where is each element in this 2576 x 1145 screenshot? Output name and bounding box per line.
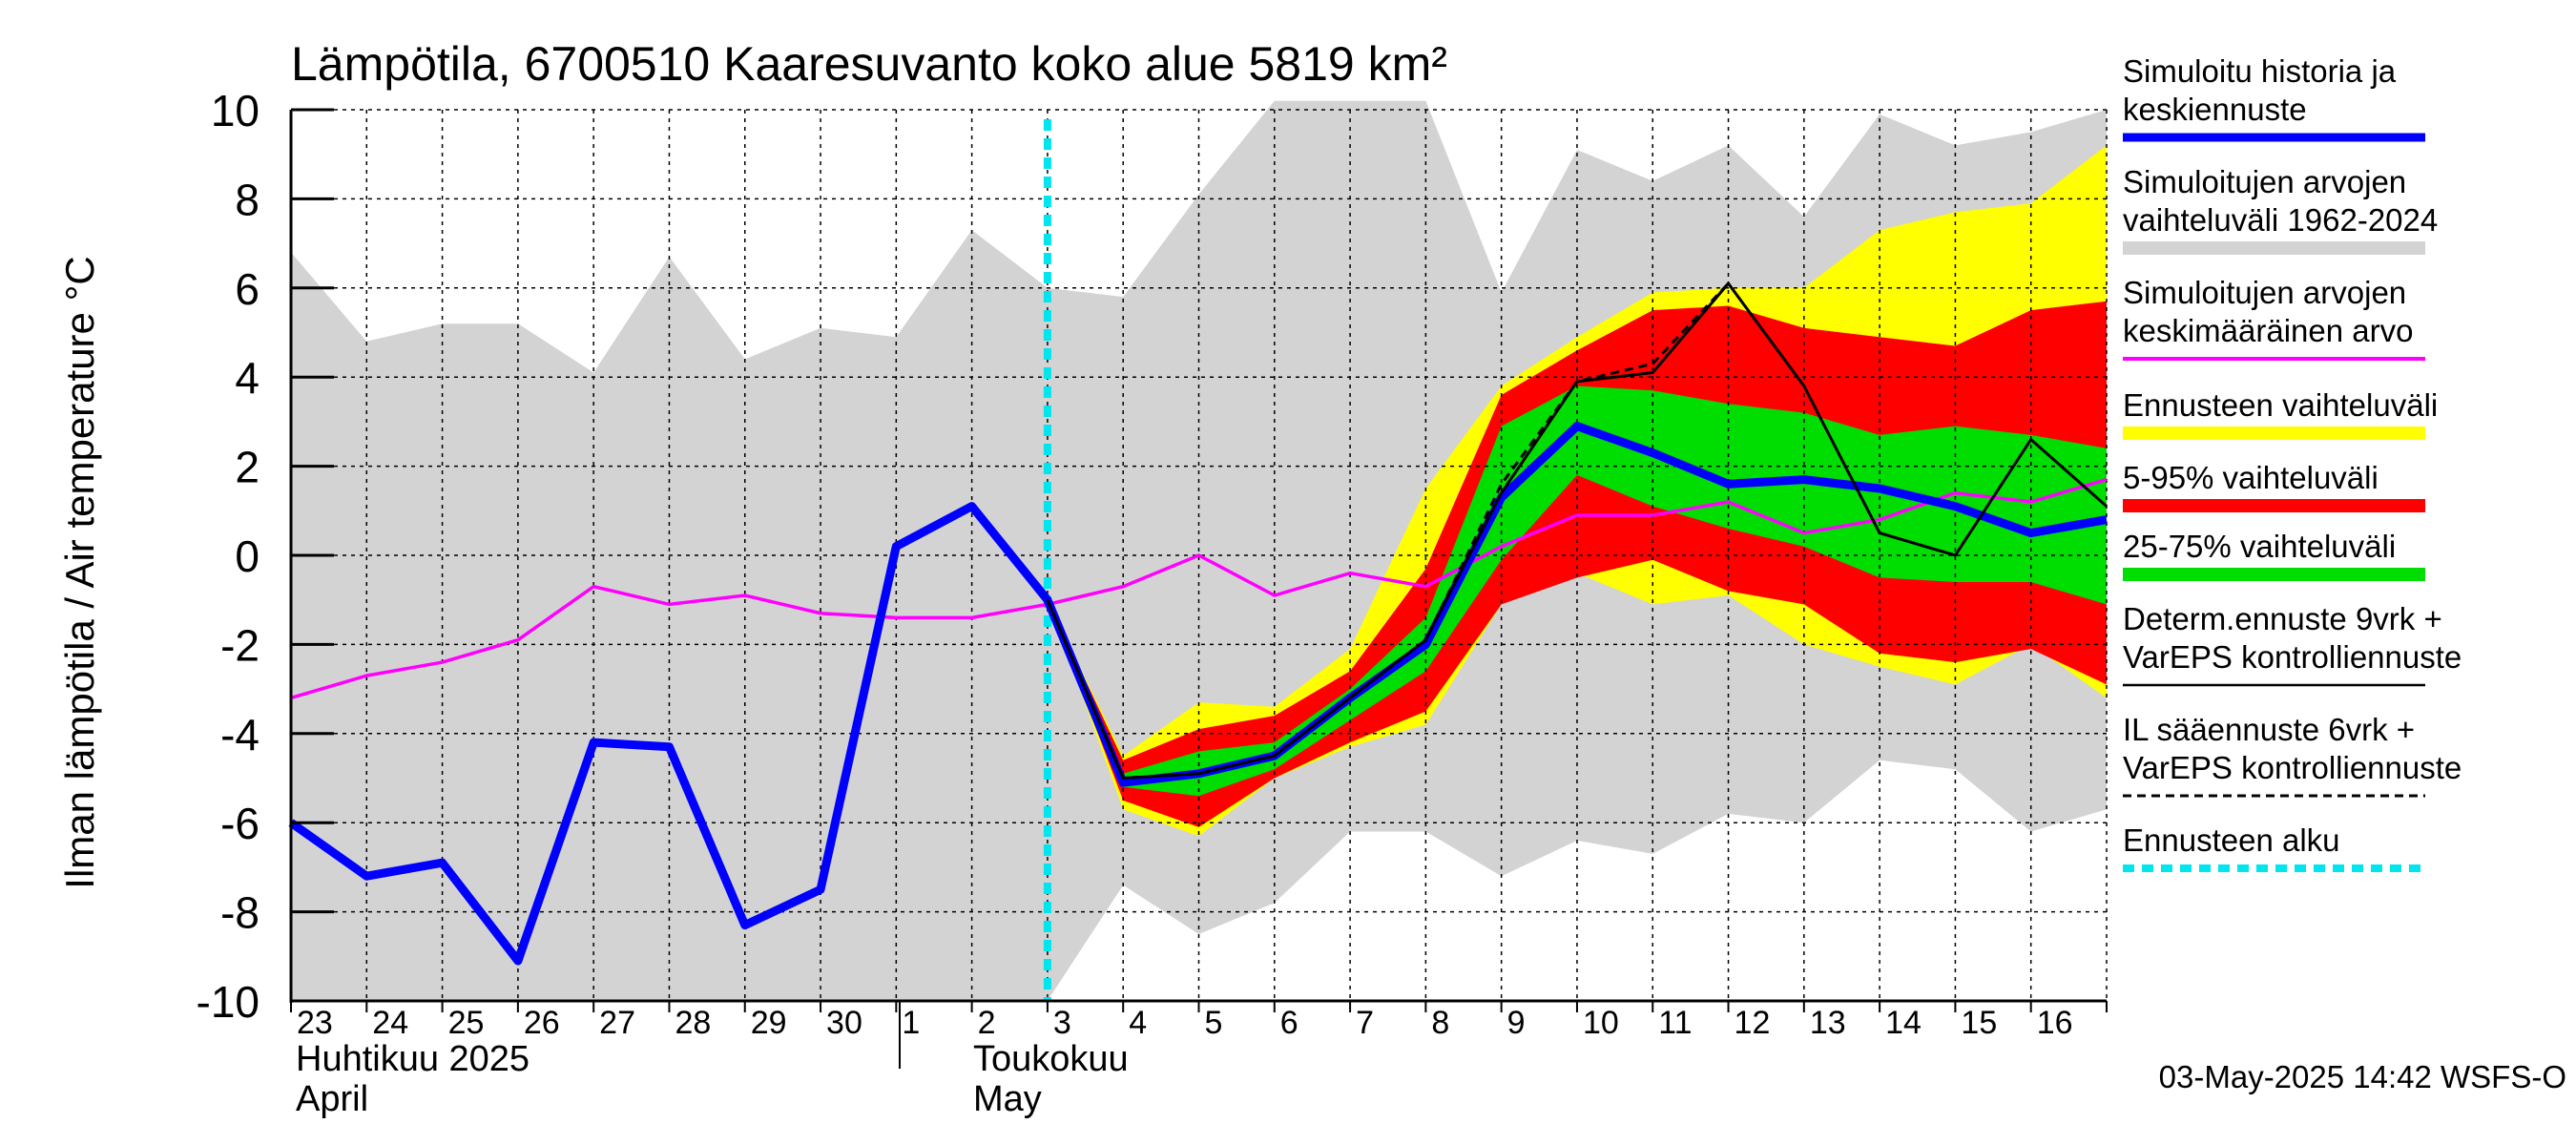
x-tick-label: 16: [2037, 1005, 2073, 1041]
legend-label: Determ.ennuste 9vrk +: [2123, 601, 2442, 636]
legend-item-p25_75: 25-75% vaihteluväli: [2123, 529, 2425, 581]
legend-label: VarEPS kontrolliennuste: [2123, 750, 2462, 785]
y-tick-label: -8: [220, 888, 260, 938]
legend-label: keskiennuste: [2123, 92, 2307, 127]
x-tick-label: 1: [902, 1005, 920, 1041]
x-tick-label: 2: [978, 1005, 996, 1041]
y-tick-label: 4: [235, 353, 260, 403]
plot-area: [288, 100, 2108, 1069]
y-tick-label: -2: [220, 620, 260, 670]
legend-label: Simuloitujen arvojen: [2123, 275, 2406, 310]
x-tick-label: 14: [1885, 1005, 1922, 1041]
y-tick-label: 6: [235, 264, 260, 314]
x-tick-label: 15: [1961, 1005, 1997, 1041]
y-tick-labels: 10 8 6 4 2 0 -2 -4 -6 -8 -10: [197, 86, 260, 1027]
month-label-april-fi: Huhtikuu 2025: [296, 1039, 530, 1079]
month-label-may-en: May: [973, 1079, 1042, 1119]
legend-label: VarEPS kontrolliennuste: [2123, 639, 2462, 675]
y-tick-label: 0: [235, 531, 260, 581]
y-tick-label: -10: [197, 977, 260, 1027]
p25-75-band: [1047, 385, 2107, 797]
footer-timestamp: 03-May-2025 14:42 WSFS-O: [2159, 1059, 2566, 1094]
x-tick-label: 11: [1658, 1005, 1692, 1041]
mean-line: [290, 477, 2108, 700]
y-tick-label: 8: [235, 175, 260, 224]
legend-label: keskimääräinen arvo: [2123, 313, 2413, 348]
y-tick-label: -4: [220, 710, 260, 760]
x-tick-label: 4: [1129, 1005, 1147, 1041]
axes: [289, 108, 2108, 1069]
x-tick-label: 23: [297, 1005, 333, 1041]
legend-label: IL sääennuste 6vrk +: [2123, 712, 2415, 747]
x-tick-label: 7: [1356, 1005, 1374, 1041]
x-tick-labels: 23 24 25 26 27 28 29 30 1 2 3 4 5 6 7 8 9 10 11 12 13 14 15 16: [297, 1005, 2073, 1041]
x-tick-label: 3: [1053, 1005, 1071, 1041]
legend-label: Simuloitujen arvojen: [2123, 164, 2406, 199]
x-tick-label: 27: [599, 1005, 635, 1041]
month-labels: Huhtikuu 2025 April Toukokuu May: [296, 1039, 1129, 1119]
legend: Simuloitu historia jakeskiennusteSimuloi…: [2123, 53, 2462, 872]
legend-item-p5_95: 5-95% vaihteluväli: [2123, 460, 2425, 512]
legend-item-determ: Determ.ennuste 9vrk +VarEPS kontrollienn…: [2123, 601, 2462, 687]
month-label-april-en: April: [296, 1079, 368, 1119]
x-tick-label: 8: [1431, 1005, 1449, 1041]
legend-label: Simuloitu historia ja: [2123, 53, 2397, 89]
legend-item-il: IL sääennuste 6vrk + VarEPS kontrollienn…: [2123, 712, 2462, 798]
x-tick-label: 9: [1507, 1005, 1526, 1041]
legend-label: vaihteluväli 1962-2024: [2123, 202, 2438, 238]
y-tick-label: 10: [211, 86, 260, 135]
legend-item-forecast_start: Ennusteen alku: [2123, 822, 2425, 872]
legend-label: 25-75% vaihteluväli: [2123, 529, 2396, 564]
x-tick-label: 5: [1205, 1005, 1223, 1041]
x-tick-label: 26: [524, 1005, 560, 1041]
chart-title: Lämpötila, 6700510 Kaaresuvanto koko alu…: [291, 37, 1447, 91]
y-tick-label: 2: [235, 443, 260, 492]
x-tick-label: 13: [1810, 1005, 1846, 1041]
x-tick-label: 30: [826, 1005, 862, 1041]
determ-forecast-line: [1046, 281, 2108, 781]
legend-label: Ennusteen alku: [2123, 822, 2340, 858]
x-tick-label: 6: [1280, 1005, 1298, 1041]
legend-label: Ennusteen vaihteluväli: [2123, 387, 2438, 423]
x-tick-label: 10: [1583, 1005, 1619, 1041]
x-tick-label: 29: [751, 1005, 787, 1041]
x-tick-label: 24: [372, 1005, 408, 1041]
x-tick-label: 25: [448, 1005, 485, 1041]
grid-lines: [290, 109, 2108, 1002]
legend-label: 5-95% vaihteluväli: [2123, 460, 2379, 495]
series-lines: [288, 119, 2108, 1001]
y-tick-label: -6: [220, 799, 260, 848]
month-label-may-fi: Toukokuu: [973, 1039, 1129, 1079]
y-axis-label: Ilman lämpötila / Air temperature °C: [57, 256, 102, 888]
legend-item-forecast_range: Ennusteen vaihteluväli: [2123, 387, 2438, 440]
x-tick-label: 28: [675, 1005, 711, 1041]
x-tick-label: 12: [1735, 1005, 1771, 1041]
